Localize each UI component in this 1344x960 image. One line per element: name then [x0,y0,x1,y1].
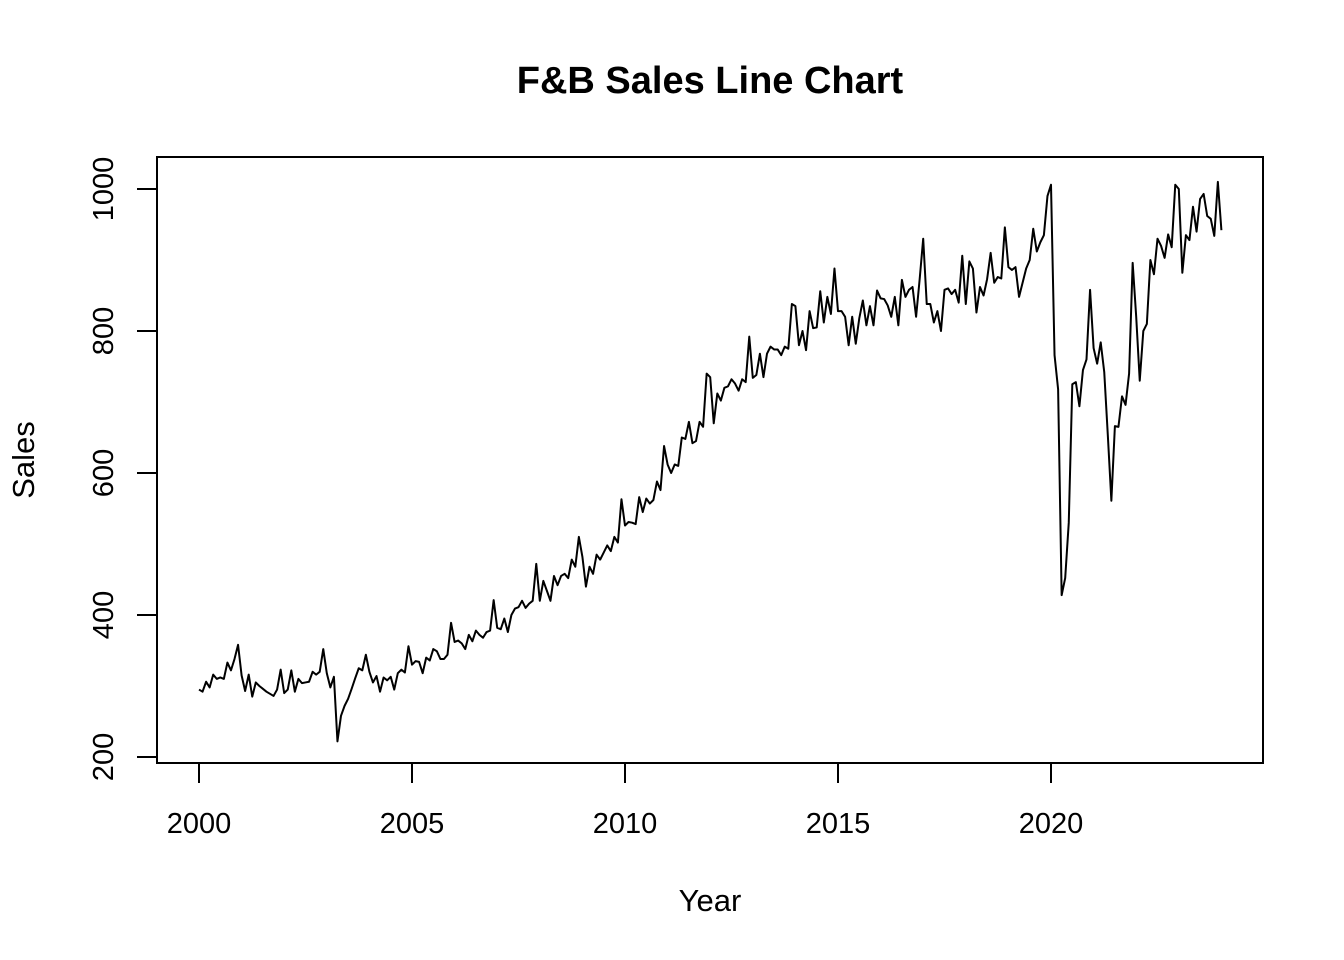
sales-series-line [198,180,1223,743]
plot-frame [156,156,1264,764]
chart-title: F&B Sales Line Chart [517,60,904,102]
y-tick-label: 200 [88,733,120,781]
x-tick-label: 2015 [806,808,871,840]
x-tick-label: 2020 [1019,808,1084,840]
x-axis: 2000 2005 2010 2015 2020 [167,762,1084,840]
y-axis-label: Sales [6,421,41,499]
x-tick-label: 2010 [593,808,658,840]
y-tick-label: 400 [88,591,120,639]
y-tick-label: 1000 [88,157,120,222]
y-tick-label: 800 [88,307,120,355]
y-axis: 200 400 600 800 1000 [88,157,158,781]
x-axis-label: Year [679,883,742,918]
x-tick-label: 2005 [380,808,445,840]
y-tick-label: 600 [88,449,120,497]
x-tick-label: 2000 [167,808,232,840]
